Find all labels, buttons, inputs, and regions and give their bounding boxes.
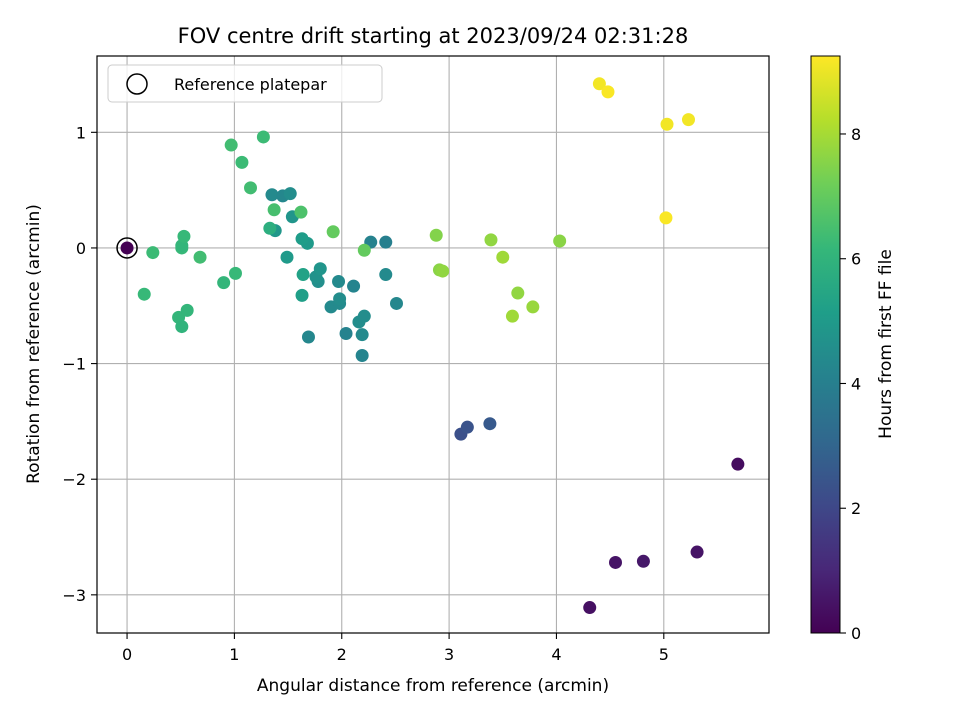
colorbar-tick-label: 0 [851, 624, 861, 643]
data-point [265, 188, 279, 202]
data-point [339, 327, 353, 341]
data-point [295, 232, 309, 246]
data-point [175, 320, 189, 334]
colorbar-tick-label: 4 [851, 374, 861, 393]
data-point [390, 296, 404, 310]
data-point [355, 348, 369, 362]
data-point [263, 221, 277, 235]
colorbar-ticks: 0 2 4 6 8 [840, 125, 861, 643]
data-point [608, 555, 622, 569]
data-point [429, 228, 443, 242]
data-point [137, 287, 151, 301]
data-point [244, 181, 258, 195]
data-point [256, 130, 270, 144]
colorbar-tick-label: 8 [851, 125, 861, 144]
data-points [116, 77, 745, 615]
data-point [483, 417, 497, 431]
y-axis-ticks: −3 −2 −1 0 1 [62, 123, 97, 605]
data-point [180, 303, 194, 317]
x-tick-label: 5 [659, 645, 669, 664]
data-point [146, 246, 160, 260]
y-tick-label: 0 [76, 239, 86, 258]
data-point [357, 309, 371, 323]
legend-label-reference-platepar: Reference platepar [174, 75, 327, 94]
x-tick-label: 3 [444, 645, 454, 664]
data-point [553, 234, 567, 248]
x-axis-ticks: 0 1 2 3 4 5 [122, 633, 669, 664]
colorbar-tick-label: 2 [851, 499, 861, 518]
data-point [347, 279, 361, 293]
colorbar: 0 2 4 6 8 Hours from first FF file [810, 55, 896, 643]
data-point [511, 286, 525, 300]
data-point [193, 250, 207, 264]
x-tick-label: 1 [229, 645, 239, 664]
grid-lines [97, 56, 769, 633]
colorbar-gradient [810, 55, 841, 634]
y-tick-label: −3 [62, 586, 86, 605]
colorbar-tick-label: 6 [851, 250, 861, 269]
chart-title: FOV centre drift starting at 2023/09/24 … [178, 24, 689, 48]
data-point [224, 138, 238, 152]
data-point [313, 262, 327, 276]
data-point [228, 266, 242, 280]
data-point [583, 601, 597, 615]
data-point [526, 300, 540, 314]
data-point [294, 205, 308, 219]
data-point [235, 155, 249, 169]
data-point [681, 113, 695, 127]
x-tick-label: 0 [122, 645, 132, 664]
data-point [460, 420, 474, 434]
data-point [355, 328, 369, 342]
y-tick-label: −2 [62, 470, 86, 489]
data-point [326, 225, 340, 239]
data-point [659, 211, 673, 225]
y-axis-title: Rotation from reference (arcmin) [24, 204, 44, 484]
colorbar-title: Hours from first FF file [876, 249, 896, 439]
data-point [601, 85, 615, 99]
x-axis-title: Angular distance from reference (arcmin) [257, 676, 609, 696]
data-point [484, 233, 498, 247]
data-point [283, 187, 297, 201]
data-point [296, 268, 310, 282]
data-point [267, 203, 281, 217]
data-point [357, 243, 371, 257]
x-tick-label: 4 [551, 645, 561, 664]
data-point [690, 545, 704, 559]
data-point [333, 292, 347, 306]
data-point [592, 77, 606, 91]
y-tick-label: −1 [62, 355, 86, 374]
data-point [436, 264, 450, 278]
data-point [731, 457, 745, 471]
data-point [280, 250, 294, 264]
data-point [379, 235, 393, 249]
legend-marker-open-circle [126, 73, 148, 95]
y-tick-label: 1 [76, 123, 86, 142]
reference-platepar-marker [116, 237, 138, 259]
x-tick-label: 2 [337, 645, 347, 664]
data-point [217, 276, 231, 290]
data-point [505, 309, 519, 323]
data-point [496, 250, 510, 264]
data-point [177, 229, 191, 243]
data-point [660, 117, 674, 131]
data-point [332, 274, 346, 288]
data-point [295, 288, 309, 302]
legend: Reference platepar [107, 64, 383, 103]
plot-frame [96, 55, 770, 634]
data-point [120, 241, 134, 255]
data-point [636, 554, 650, 568]
data-point [379, 268, 393, 282]
legend-box [107, 64, 383, 103]
data-point [301, 330, 315, 344]
